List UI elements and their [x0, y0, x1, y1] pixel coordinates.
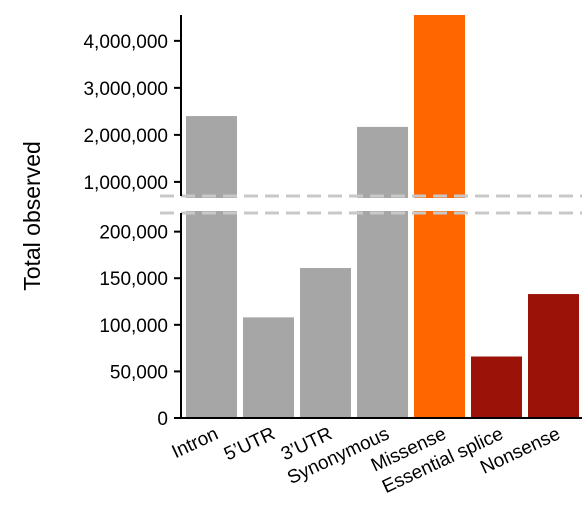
x-tick-label-intron: Intron	[169, 423, 222, 463]
y-tick-label-lower-4: 200,000	[99, 223, 168, 244]
bar-intron	[186, 116, 237, 419]
y-axis-title: Total observed	[19, 141, 45, 291]
y-tick-label-lower-1: 50,000	[110, 362, 168, 383]
bar-synonymous	[357, 126, 408, 419]
y-tick-label-lower-0: 0	[157, 409, 168, 430]
bar-missense	[414, 15, 465, 418]
y-tick-label-upper-2: 3,000,000	[83, 79, 168, 100]
y-tick-label-lower-3: 150,000	[99, 269, 168, 290]
bar-5-utr	[243, 317, 294, 418]
bar-essential-splice	[471, 356, 522, 418]
axis-break-lines	[160, 194, 582, 215]
y-ticks: 0 50,000 100,000 150,000 200,000 1,000,000 2,0…	[83, 32, 181, 430]
y-axis: 0 50,000 100,000 150,000 200,000 1,000,000 2,0…	[83, 15, 182, 430]
x-tick-label-5-utr: 5’UTR	[221, 423, 279, 465]
y-tick-label-upper-3: 4,000,000	[83, 32, 168, 53]
y-tick-label-upper-1: 2,000,000	[83, 126, 168, 147]
axis-break-gap	[182, 198, 582, 211]
bars-group	[182, 15, 582, 419]
y-tick-label-lower-2: 100,000	[99, 316, 168, 337]
bar-nonsense	[528, 294, 579, 418]
bar-3-utr	[300, 267, 351, 418]
x-tick-labels: Intron 5’UTR 3’UTRSynonymousMissenseEssent…	[169, 423, 564, 497]
y-tick-label-upper-0: 1,000,000	[83, 173, 168, 194]
